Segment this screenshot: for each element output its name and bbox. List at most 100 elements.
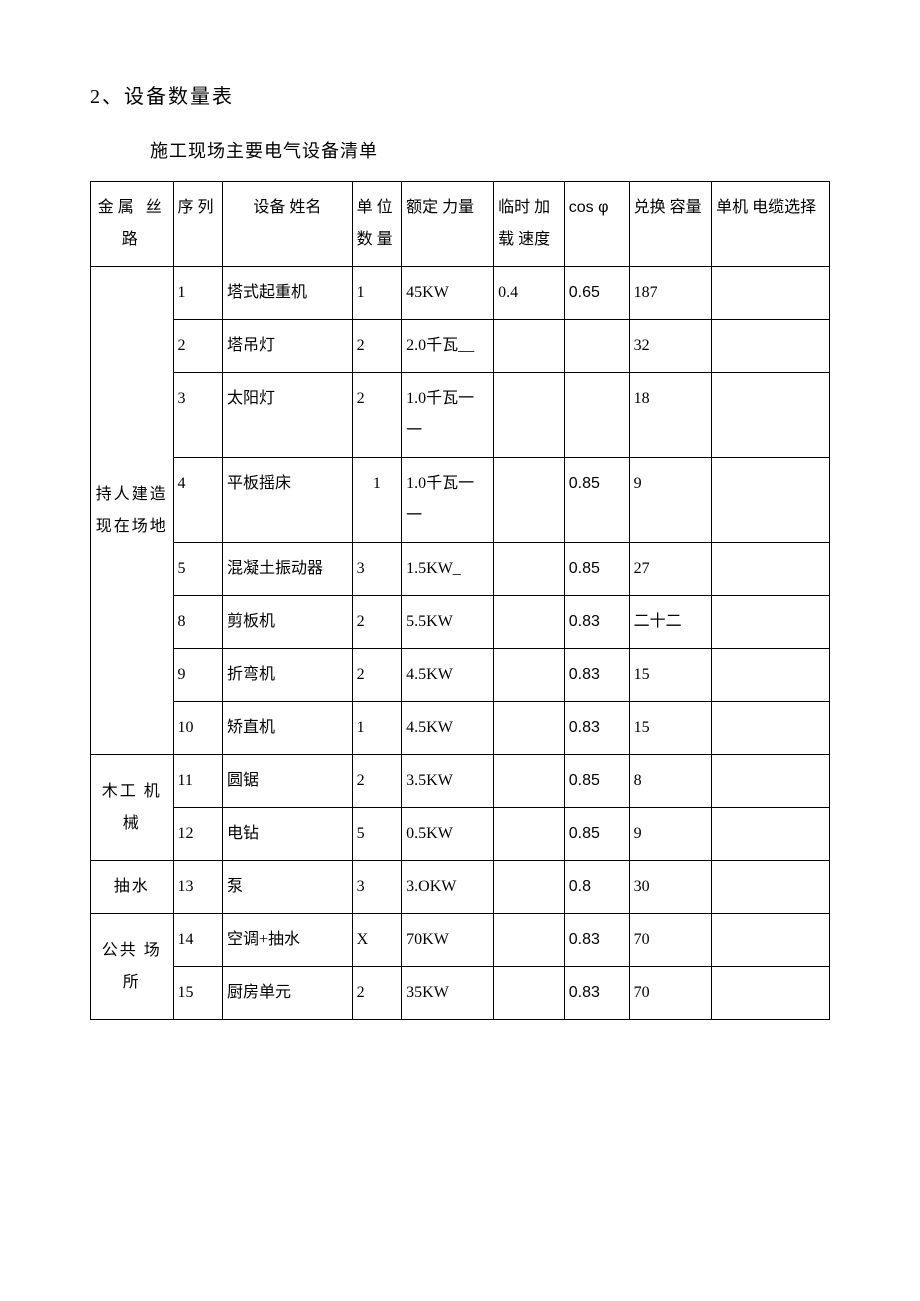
table-row: 8剪板机25.5KW0.83二十二 (91, 596, 830, 649)
cell-name: 电钻 (223, 808, 353, 861)
cell-temp (494, 861, 565, 914)
header-seq: 序 列 (173, 182, 223, 267)
table-row: 4平板摇床11.0千瓦一一0.859 (91, 458, 830, 543)
cell-rated: 1.0千瓦一一 (402, 458, 494, 543)
table-caption: 施工现场主要电气设备清单 (150, 137, 830, 163)
cell-name: 塔式起重机 (223, 267, 353, 320)
cell-cap: 15 (629, 702, 712, 755)
table-row: 持人建造现在场地1塔式起重机145KW0.40.65187 (91, 267, 830, 320)
cell-qty: 1 (352, 702, 402, 755)
cell-seq: 10 (173, 702, 223, 755)
section-title: 2、设备数量表 (90, 80, 830, 109)
cell-temp (494, 320, 565, 373)
cell-cable (712, 755, 830, 808)
cell-rated: 2.0千瓦__ (402, 320, 494, 373)
cell-rated: 3.OKW (402, 861, 494, 914)
cell-qty: 2 (352, 320, 402, 373)
cell-qty: 2 (352, 755, 402, 808)
cell-name: 太阳灯 (223, 373, 353, 458)
cell-qty: 3 (352, 543, 402, 596)
cell-cos: 0.65 (564, 267, 629, 320)
cell-qty: 1 (352, 458, 402, 543)
cell-temp (494, 702, 565, 755)
cell-temp (494, 649, 565, 702)
cell-rated: 4.5KW (402, 702, 494, 755)
cell-cos: 0.8 (564, 861, 629, 914)
cell-cos: 0.85 (564, 458, 629, 543)
cell-name: 矫直机 (223, 702, 353, 755)
cell-rated: 1.0千瓦一一 (402, 373, 494, 458)
cell-cap: 32 (629, 320, 712, 373)
cell-cos: 0.83 (564, 702, 629, 755)
cell-cap: 187 (629, 267, 712, 320)
cell-cap: 27 (629, 543, 712, 596)
cell-cos: 0.83 (564, 649, 629, 702)
cell-seq: 8 (173, 596, 223, 649)
table-row: 木工 机械11圆锯23.5KW0.858 (91, 755, 830, 808)
cell-cable (712, 458, 830, 543)
table-header-row: 金属 丝 路 序 列 设备 姓名 单 位 数 量 额定 力量 临时 加载 速度 … (91, 182, 830, 267)
cell-seq: 2 (173, 320, 223, 373)
cell-cap: 70 (629, 967, 712, 1020)
cell-cable (712, 373, 830, 458)
cell-qty: 2 (352, 967, 402, 1020)
cell-temp (494, 967, 565, 1020)
cell-qty: 2 (352, 649, 402, 702)
table-row: 10矫直机14.5KW 0.8315 (91, 702, 830, 755)
cell-cable (712, 320, 830, 373)
cell-name: 厨房单元 (223, 967, 353, 1020)
cell-rated: 35KW (402, 967, 494, 1020)
cell-temp (494, 458, 565, 543)
cell-rated: 0.5KW (402, 808, 494, 861)
cell-cap: 15 (629, 649, 712, 702)
cell-seq: 1 (173, 267, 223, 320)
cell-cos: 0.83 (564, 596, 629, 649)
cell-cable (712, 702, 830, 755)
cell-cable (712, 596, 830, 649)
cell-name: 圆锯 (223, 755, 353, 808)
cell-seq: 13 (173, 861, 223, 914)
cell-cos: 0.85 (564, 543, 629, 596)
header-cap: 兑换 容量 (629, 182, 712, 267)
cell-cos: 0.83 (564, 914, 629, 967)
cell-qty: 2 (352, 373, 402, 458)
table-row: 公共 场所14空调+抽水X70KW0.8370 (91, 914, 830, 967)
cell-rated: 4.5KW (402, 649, 494, 702)
cell-seq: 12 (173, 808, 223, 861)
cell-name: 折弯机 (223, 649, 353, 702)
table-row: 15厨房单元235KW 0.8370 (91, 967, 830, 1020)
cell-rated: 5.5KW (402, 596, 494, 649)
cell-temp (494, 543, 565, 596)
cell-name: 平板摇床 (223, 458, 353, 543)
cell-cable (712, 649, 830, 702)
cell-temp (494, 808, 565, 861)
cell-qty: 2 (352, 596, 402, 649)
table-row: 2塔吊灯22.0千瓦__32 (91, 320, 830, 373)
cell-name: 塔吊灯 (223, 320, 353, 373)
table-body: 持人建造现在场地1塔式起重机145KW0.40.651872塔吊灯22.0千瓦_… (91, 267, 830, 1020)
equipment-table: 金属 丝 路 序 列 设备 姓名 单 位 数 量 额定 力量 临时 加载 速度 … (90, 181, 830, 1020)
cell-seq: 3 (173, 373, 223, 458)
cell-cable (712, 543, 830, 596)
cell-cap: 30 (629, 861, 712, 914)
cell-seq: 14 (173, 914, 223, 967)
cell-seq: 15 (173, 967, 223, 1020)
table-row: 9折弯机24.5KW0.8315 (91, 649, 830, 702)
cell-name: 泵 (223, 861, 353, 914)
cell-seq: 11 (173, 755, 223, 808)
cell-cable (712, 861, 830, 914)
cell-qty: X (352, 914, 402, 967)
cell-cos: 0.83 (564, 967, 629, 1020)
cell-cable (712, 267, 830, 320)
cell-cap: 8 (629, 755, 712, 808)
cell-temp (494, 596, 565, 649)
cell-temp (494, 373, 565, 458)
header-name: 设备 姓名 (223, 182, 353, 267)
cell-qty: 3 (352, 861, 402, 914)
header-temp: 临时 加载 速度 (494, 182, 565, 267)
cell-seq: 5 (173, 543, 223, 596)
cell-cos (564, 373, 629, 458)
table-row: 5混凝土振动器31.5KW_0.8527 (91, 543, 830, 596)
table-row: 12电钻50.5KW0.859 (91, 808, 830, 861)
cell-rated: 1.5KW_ (402, 543, 494, 596)
